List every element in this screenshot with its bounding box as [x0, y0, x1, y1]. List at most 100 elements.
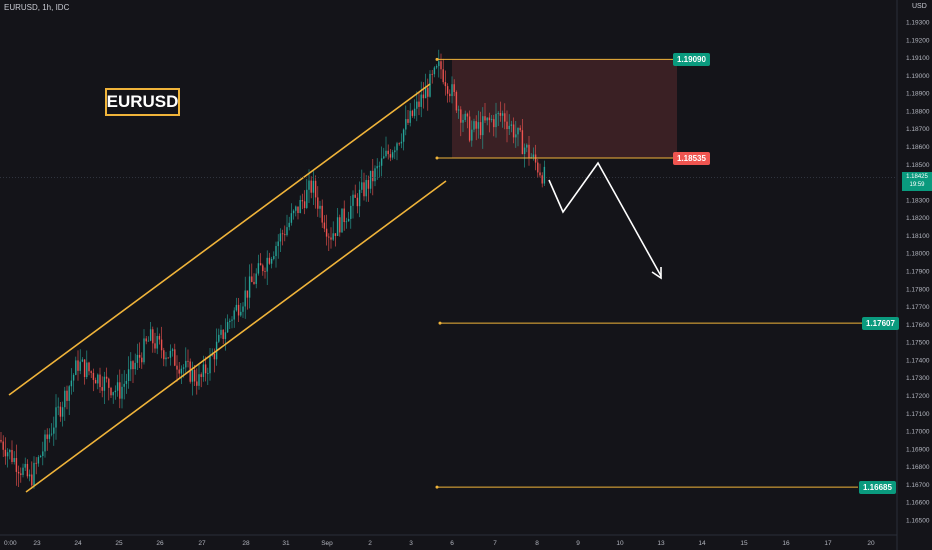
candle-body	[323, 222, 326, 229]
candle-body	[123, 383, 125, 387]
candle-body	[493, 119, 495, 128]
x-tick-label: 15	[740, 540, 748, 547]
candle-body	[97, 374, 99, 384]
candle-body	[444, 82, 447, 87]
candle-body	[431, 73, 433, 75]
y-tick-label: 1.18100	[906, 233, 930, 240]
y-tick-label: 1.18500	[906, 162, 930, 169]
candle-body	[61, 407, 64, 417]
candle-body	[28, 474, 31, 477]
candle-body	[189, 361, 191, 382]
candle-body	[416, 101, 418, 109]
candle-body	[482, 116, 484, 136]
x-tick-label: 8	[535, 540, 539, 547]
y-tick-label: 1.16900	[906, 446, 930, 453]
y-tick-label: 1.19100	[906, 55, 930, 62]
candle-body	[202, 364, 205, 377]
candle-body	[17, 471, 20, 474]
candle-body	[471, 129, 473, 141]
projection-arrowhead	[651, 267, 662, 280]
candle-body	[281, 233, 284, 235]
candle-body	[204, 364, 207, 374]
candle-body	[526, 144, 528, 148]
candle-body	[88, 362, 90, 372]
candle-body	[6, 452, 9, 457]
candle-body	[519, 127, 521, 131]
x-tick-label: 23	[33, 540, 41, 547]
candle-body	[475, 121, 477, 129]
candle-body	[422, 94, 425, 99]
candle-body	[31, 474, 33, 486]
candle-body	[330, 237, 332, 240]
candle-body	[301, 200, 304, 202]
candle-body	[55, 407, 57, 428]
candle-body	[191, 370, 194, 382]
candle-body	[484, 116, 486, 121]
candle-body	[328, 236, 330, 238]
candle-body	[319, 205, 321, 209]
candle-body	[532, 154, 535, 158]
symbol-info[interactable]: EURUSD, 1h, IDC	[4, 3, 70, 12]
candle-body	[352, 194, 354, 206]
current-price-tag: 1.18425 19:59	[902, 171, 932, 191]
candle-body	[400, 141, 403, 144]
candle-body	[427, 87, 429, 97]
candle-body	[229, 320, 231, 323]
candle-body	[464, 113, 466, 120]
y-tick-label: 1.17500	[906, 340, 930, 347]
candle-body	[57, 406, 59, 408]
candle-body	[515, 134, 517, 138]
candle-body	[213, 353, 216, 360]
candle-body	[237, 304, 240, 316]
candle-body	[407, 119, 409, 123]
candle-body	[180, 368, 183, 374]
candle-body	[46, 434, 48, 439]
projection-path	[548, 161, 662, 277]
candle-body	[297, 206, 299, 214]
candle-body	[387, 150, 389, 155]
x-tick-label: 9	[576, 540, 580, 547]
candle-body	[99, 374, 101, 388]
supply-zone-rect	[452, 59, 677, 159]
candle-body	[160, 339, 163, 351]
y-tick-label: 1.18000	[906, 251, 930, 258]
candle-body	[506, 121, 508, 130]
y-tick-label: 1.16800	[906, 464, 930, 471]
candle-body	[158, 336, 161, 340]
candle-body	[72, 374, 75, 381]
price-line-anchor	[435, 57, 439, 61]
candle-body	[132, 361, 134, 370]
candle-body	[295, 206, 297, 211]
candle-body	[435, 66, 438, 68]
candle-body	[343, 208, 345, 223]
candle-body	[462, 119, 464, 123]
candle-body	[20, 473, 22, 475]
candle-body	[457, 109, 460, 111]
y-tick-label: 1.17200	[906, 393, 930, 400]
candle-body	[365, 180, 367, 197]
candle-body	[224, 332, 227, 340]
candle-body	[108, 378, 110, 388]
candle-body	[290, 213, 293, 223]
candle-body	[174, 349, 176, 366]
annotation-title: EURUSD	[105, 88, 180, 116]
x-tick-label: 10	[616, 540, 624, 547]
supply-zone	[452, 59, 677, 159]
candle-body	[376, 166, 378, 169]
x-tick-label: 31	[282, 540, 290, 547]
candle-body	[460, 109, 462, 123]
candle-body	[262, 265, 264, 272]
candle-body	[339, 217, 341, 233]
y-tick-label: 1.18900	[906, 91, 930, 98]
candle-body	[42, 451, 44, 457]
candle-body	[15, 458, 18, 472]
candle-body	[383, 156, 385, 159]
candle-body	[270, 258, 273, 264]
candle-body	[13, 458, 15, 462]
candle-body	[537, 162, 539, 173]
candle-body	[226, 322, 229, 333]
candle-body	[127, 369, 130, 382]
candle-body	[420, 94, 422, 107]
